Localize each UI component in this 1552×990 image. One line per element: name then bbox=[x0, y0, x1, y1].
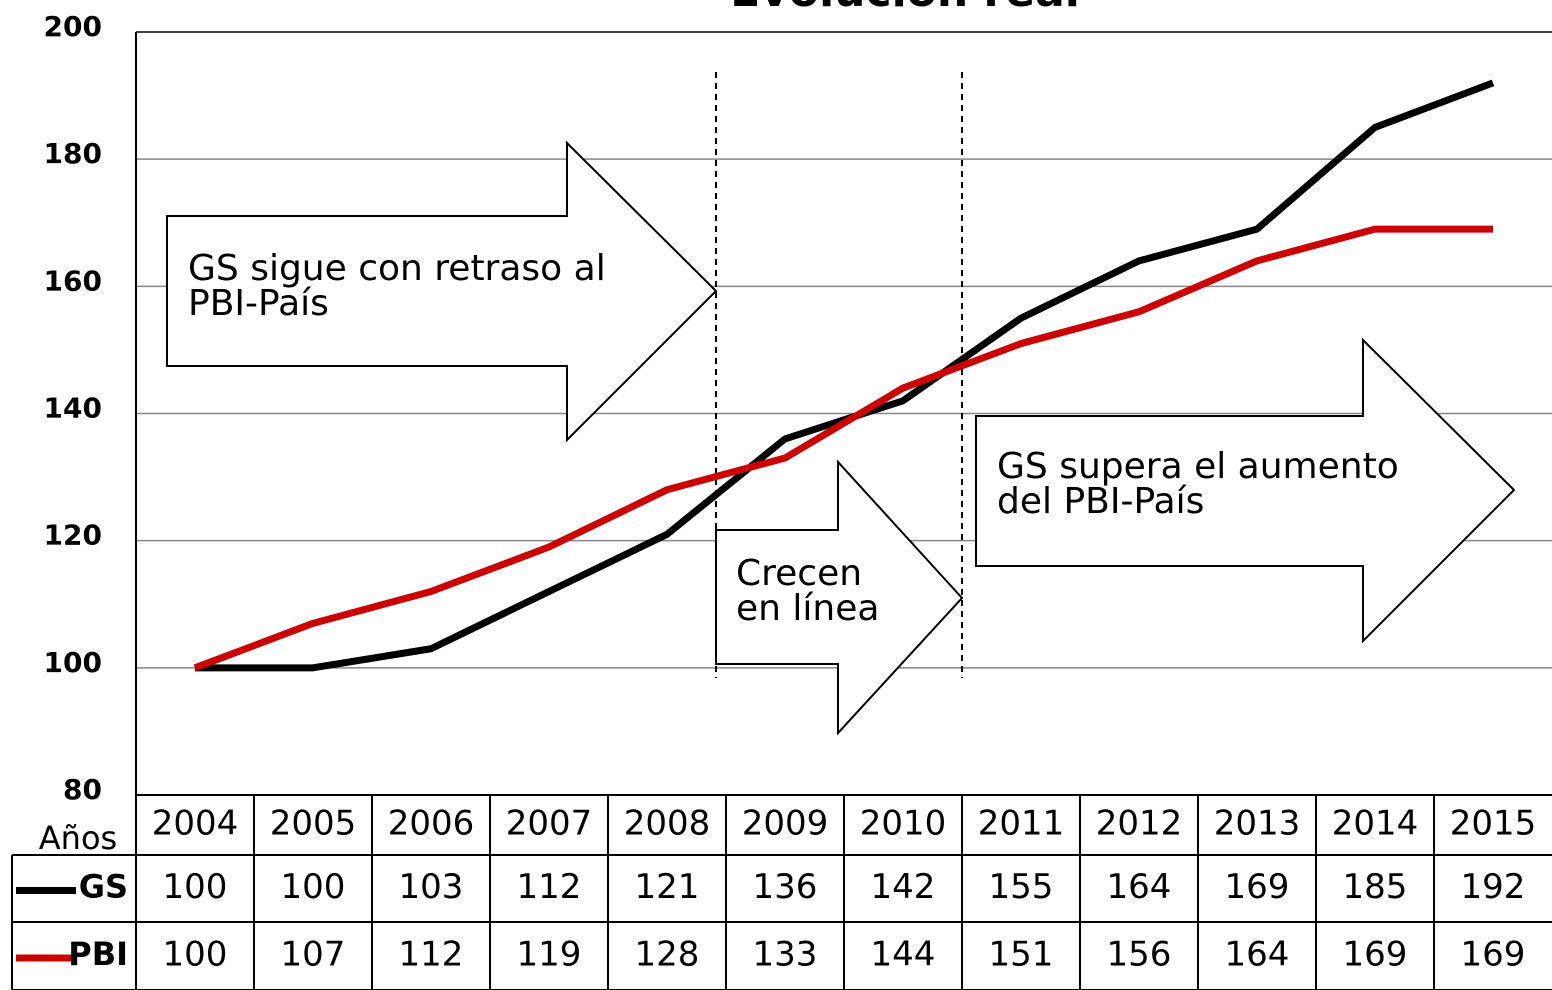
series-line bbox=[193, 225, 1493, 672]
y-tick-label: 80 bbox=[63, 773, 102, 806]
table-value: 142 bbox=[871, 867, 936, 907]
table-value: 133 bbox=[753, 935, 818, 975]
arrow bbox=[975, 337, 1516, 644]
annotation: en línea bbox=[736, 588, 879, 629]
legend-label: GS bbox=[79, 868, 128, 906]
table-value: 169 bbox=[1461, 935, 1526, 975]
arrow bbox=[715, 459, 964, 736]
table-value: 100 bbox=[163, 867, 228, 907]
y-tick-label: 100 bbox=[44, 646, 102, 679]
annotation: GS sigue con retraso al bbox=[188, 248, 606, 289]
table-value: 151 bbox=[989, 935, 1054, 975]
x-tick-label: 2011 bbox=[978, 804, 1065, 844]
table-value: 100 bbox=[281, 867, 346, 907]
x-tick-label: 2004 bbox=[152, 804, 239, 844]
chart-title: Evolución real bbox=[730, 0, 1080, 17]
table-value: 112 bbox=[517, 867, 582, 907]
arrow bbox=[166, 140, 718, 443]
annotation: del PBI-País bbox=[997, 481, 1204, 522]
x-tick-label: 2012 bbox=[1096, 804, 1183, 844]
x-tick-label: 2009 bbox=[742, 804, 829, 844]
x-tick-label: 2007 bbox=[506, 804, 593, 844]
table-value: 103 bbox=[399, 867, 464, 907]
y-tick-label: 200 bbox=[44, 10, 102, 43]
annotation: GS supera el aumento bbox=[997, 446, 1399, 487]
y-tick-label: 120 bbox=[44, 519, 102, 552]
table-value: 112 bbox=[399, 935, 464, 975]
legend-label: PBI bbox=[68, 935, 128, 973]
y-tick-label: 140 bbox=[44, 392, 102, 425]
table-value: 185 bbox=[1343, 867, 1408, 907]
table-value: 128 bbox=[635, 935, 700, 975]
annotation-arrows bbox=[166, 140, 1516, 736]
y-tick-label: 160 bbox=[44, 264, 102, 297]
x-tick-label: 2014 bbox=[1332, 804, 1419, 844]
y-tick-label: 180 bbox=[44, 137, 102, 170]
x-tick-label: 2015 bbox=[1450, 804, 1537, 844]
table-value: 164 bbox=[1107, 867, 1172, 907]
table-value: 119 bbox=[517, 935, 582, 975]
table-value: 164 bbox=[1225, 935, 1290, 975]
x-tick-label: 2013 bbox=[1214, 804, 1301, 844]
x-tick-label: 2006 bbox=[388, 804, 475, 844]
table-value: 155 bbox=[989, 867, 1054, 907]
table-value: 100 bbox=[163, 935, 228, 975]
annotation: PBI-País bbox=[188, 283, 329, 324]
table-value: 121 bbox=[635, 867, 700, 907]
table-value: 169 bbox=[1225, 867, 1290, 907]
x-tick-label: 2005 bbox=[270, 804, 357, 844]
table-value: 192 bbox=[1461, 867, 1526, 907]
table-value: 169 bbox=[1343, 935, 1408, 975]
x-tick-label: 2008 bbox=[624, 804, 711, 844]
annotation: Crecen bbox=[736, 553, 862, 594]
table-value: 144 bbox=[871, 935, 936, 975]
table-value: 107 bbox=[281, 935, 346, 975]
table-value: 136 bbox=[753, 867, 818, 907]
x-tick-label: 2010 bbox=[860, 804, 947, 844]
x-axis-label: Años bbox=[39, 819, 117, 857]
table-value: 156 bbox=[1107, 935, 1172, 975]
